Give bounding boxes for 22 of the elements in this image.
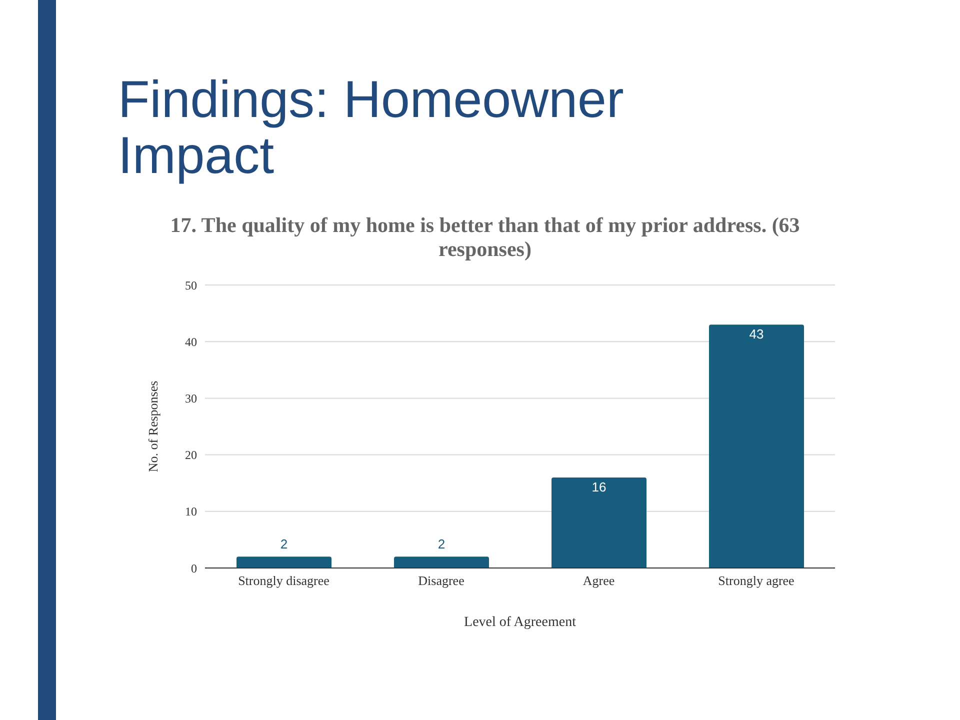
chart-subtitle: 17. The quality of my home is better than that of my prior address. (63 responses) [169,213,801,261]
y-tick-label: 30 [185,391,197,406]
data-label: 2 [438,536,446,552]
y-tick-label: 0 [191,561,197,576]
data-label: 2 [280,536,288,552]
bar [394,556,489,568]
y-tick-label: 40 [185,334,197,349]
y-tick-label: 10 [185,504,197,519]
x-tick-label: Strongly agree [718,573,795,588]
x-tick-label: Strongly disagree [238,573,330,588]
x-tick-label: Agree [582,573,615,588]
y-tick-label: 50 [185,278,197,292]
y-tick-label: 20 [185,448,197,462]
x-tick-label: Disagree [418,573,465,588]
chart-title: Findings: Homeowner Impact [118,71,625,185]
y-axis-title: No. of Responses [146,380,161,472]
x-axis-title: Level of Agreement [464,615,576,630]
data-label: 43 [749,326,764,342]
bar [709,324,804,568]
bar [552,477,646,568]
bar [236,556,332,568]
data-label: 16 [592,479,606,494]
